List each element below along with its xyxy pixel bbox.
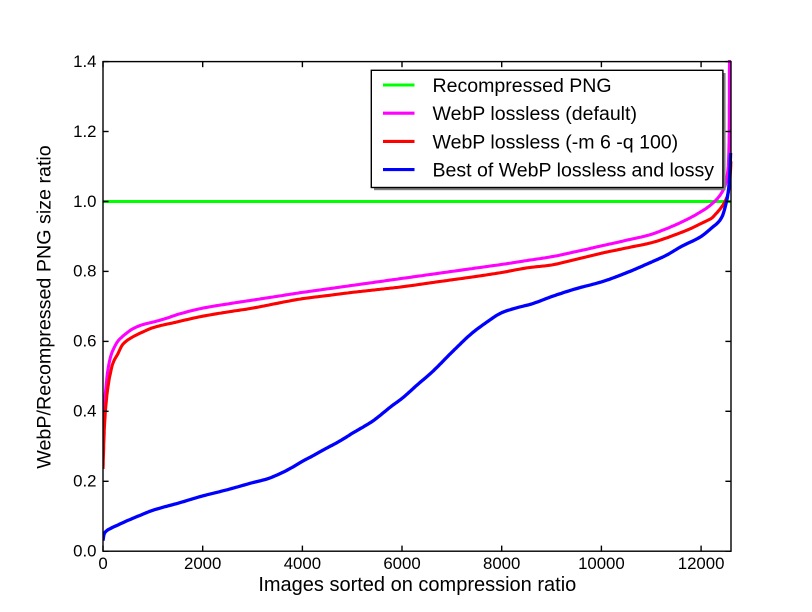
svg-text:0: 0 xyxy=(98,554,107,573)
svg-text:0.4: 0.4 xyxy=(73,402,96,421)
svg-text:2000: 2000 xyxy=(184,554,221,573)
svg-text:10000: 10000 xyxy=(578,554,625,573)
svg-text:12000: 12000 xyxy=(678,554,725,573)
svg-text:8000: 8000 xyxy=(483,554,520,573)
svg-text:WebP lossless (-m 6 -q 100): WebP lossless (-m 6 -q 100) xyxy=(433,131,679,153)
svg-text:6000: 6000 xyxy=(383,554,420,573)
svg-text:WebP lossless (default): WebP lossless (default) xyxy=(433,103,637,125)
svg-text:Recompressed PNG: Recompressed PNG xyxy=(433,75,612,97)
svg-text:0.0: 0.0 xyxy=(73,542,96,561)
svg-text:WebP/Recompressed PNG size rat: WebP/Recompressed PNG size ratio xyxy=(34,145,56,469)
svg-text:1.0: 1.0 xyxy=(73,192,96,211)
svg-text:Best of WebP lossless and loss: Best of WebP lossless and lossy xyxy=(433,160,715,182)
svg-text:0.6: 0.6 xyxy=(73,332,96,351)
svg-text:1.2: 1.2 xyxy=(73,122,96,141)
svg-text:0.2: 0.2 xyxy=(73,472,96,491)
svg-text:1.4: 1.4 xyxy=(73,52,96,71)
svg-text:4000: 4000 xyxy=(284,554,321,573)
svg-text:0.8: 0.8 xyxy=(73,262,96,281)
svg-text:Images sorted on compression r: Images sorted on compression ratio xyxy=(258,574,576,596)
